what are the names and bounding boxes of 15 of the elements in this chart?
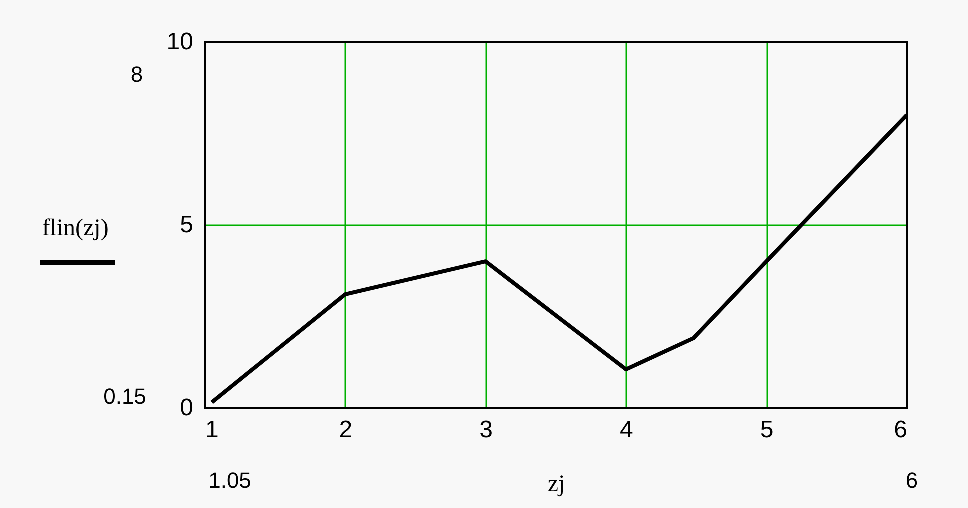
x-tick-label: 5 xyxy=(760,416,774,444)
text: 0.15 xyxy=(104,384,146,409)
y-tick-label: 5 xyxy=(180,212,194,238)
text: 6 xyxy=(906,468,918,493)
x-tick-label: 4 xyxy=(620,416,634,444)
x-axis-title: zj xyxy=(548,472,566,498)
text: 8 xyxy=(130,62,144,87)
x-tick-label: 2 xyxy=(339,416,353,444)
text: 1.05 xyxy=(208,468,252,493)
y-tick-label: 0 xyxy=(180,394,194,422)
y-tick-label: 10 xyxy=(166,28,194,56)
x-tick-label: 1 xyxy=(206,416,219,444)
x-tick-label: 6 xyxy=(894,416,908,444)
x-tick-label: 3 xyxy=(480,416,493,444)
y-axis-title: flin(zj) xyxy=(42,216,109,242)
